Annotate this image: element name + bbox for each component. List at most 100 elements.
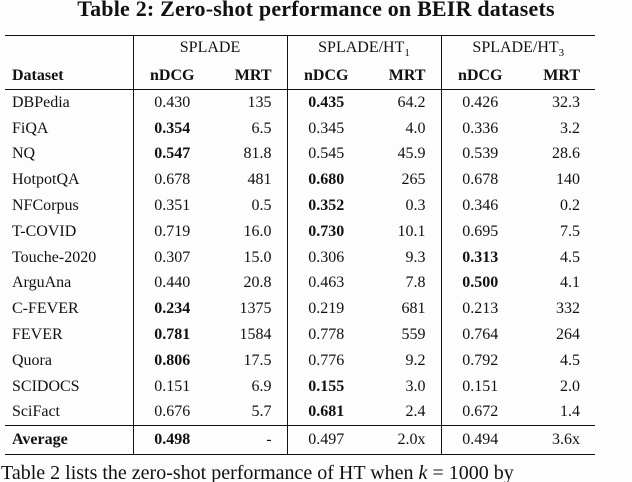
dataset-name-cell: T-COVID [5, 218, 134, 245]
ndcg-column-header: nDCG [287, 62, 366, 90]
ndcg-value-cell: 0.336 [462, 119, 499, 137]
ndcg-value-cell: 0.776 [308, 351, 345, 369]
mrt-value-cell: 45.9 [365, 141, 442, 168]
ndcg-value-cell: 0.213 [462, 300, 499, 318]
dataset-name-cell: Average [5, 425, 134, 456]
ndcg-value-cell: 0.498 [133, 425, 211, 456]
ndcg-value-cell: 0.500 [462, 274, 499, 292]
ndcg-value-cell: 0.151 [462, 377, 499, 395]
dataset-name-cell: ArguAna [5, 270, 134, 297]
mrt-value-cell: 17.5 [211, 347, 288, 374]
ndcg-value-cell: 0.545 [308, 145, 345, 163]
table-row: HotpotQA 0.678 481 0.680 265 0.678 140 [5, 167, 595, 194]
table-row: SCIDOCS 0.151 6.9 0.155 3.0 0.151 2.0 [5, 373, 595, 400]
caption-text: Table 2 lists the zero-shot performance … [1, 459, 514, 482]
mrt-value-cell: 3.2 [560, 119, 581, 137]
mrt-value-cell: 1.4 [560, 403, 581, 421]
ndcg-value-cell: 0.155 [308, 377, 345, 395]
mrt-value-cell: 3.0 [365, 373, 442, 400]
column-header-row: Dataset nDCG MRT nDCG MRT nDCG MRT [5, 62, 596, 90]
mrt-value-cell: 9.2 [365, 347, 442, 374]
mrt-value-cell: 0.3 [365, 193, 442, 219]
mrt-value-cell: 332 [556, 300, 581, 318]
mrt-value-cell: 559 [365, 322, 442, 348]
ndcg-value-cell: 0.778 [308, 326, 345, 344]
ndcg-value-cell: 0.463 [308, 274, 345, 292]
table-row: Quora 0.806 17.5 0.776 9.2 0.792 4.5 [5, 347, 595, 374]
mrt-value-cell: 3.6x [519, 425, 596, 456]
mrt-value-cell: 1584 [211, 322, 288, 348]
mrt-value-cell: 1375 [211, 296, 288, 323]
group-label: SPLADE/HT [472, 38, 559, 56]
ndcg-column-header: nDCG [133, 62, 211, 90]
ndcg-value-cell: 0.695 [462, 222, 499, 240]
dataset-name-cell: SciFact [5, 399, 134, 426]
mrt-value-cell: 5.7 [211, 399, 288, 426]
group-header-splade: SPLADE [133, 35, 288, 62]
table-row: FiQA 0.354 6.5 0.345 4.0 0.336 3.2 [5, 115, 595, 142]
mrt-value-cell: 4.5 [560, 248, 581, 266]
ndcg-value-cell: 0.151 [154, 377, 191, 395]
mrt-value-cell: 2.0x [365, 425, 442, 456]
ndcg-value-cell: 0.435 [308, 93, 345, 111]
ndcg-value-cell: 0.351 [154, 197, 191, 215]
mrt-value-cell: 2.0 [560, 377, 581, 395]
ndcg-value-cell: 0.781 [154, 326, 191, 344]
mrt-value-cell: 264 [556, 326, 581, 344]
dataset-name-cell: NQ [5, 141, 134, 168]
ndcg-value-cell: 0.346 [462, 197, 499, 215]
mrt-value-cell: - [211, 425, 288, 456]
table-title: Table 2: Zero-shot performance on BEIR d… [77, 0, 555, 21]
mrt-value-cell: 0.2 [560, 197, 581, 215]
ndcg-value-cell: 0.764 [462, 326, 499, 344]
group-header-splade-ht1: SPLADE/HT1 [287, 35, 442, 62]
mrt-value-cell: 135 [211, 89, 288, 116]
ndcg-value-cell: 0.234 [154, 300, 191, 318]
ndcg-value-cell: 0.806 [154, 351, 191, 369]
ndcg-value-cell: 0.680 [308, 171, 345, 189]
ndcg-value-cell: 0.539 [462, 145, 499, 163]
group-header-row: SPLADE SPLADE/HT1 SPLADE/HT3 [5, 35, 596, 62]
table-row: T-COVID 0.719 16.0 0.730 10.1 0.695 7.5 [5, 218, 595, 245]
mrt-column-header: MRT [211, 62, 288, 90]
mrt-value-cell: 64.2 [365, 89, 442, 116]
mrt-value-cell: 20.8 [211, 270, 288, 297]
mrt-value-cell: 6.5 [211, 115, 288, 142]
ndcg-value-cell: 0.313 [462, 248, 499, 266]
ndcg-value-cell: 0.719 [154, 222, 191, 240]
ndcg-value-cell: 0.678 [154, 171, 191, 189]
mrt-value-cell: 4.0 [365, 115, 442, 142]
mrt-value-cell: 6.9 [211, 373, 288, 400]
table-row: DBPedia 0.430 135 0.435 64.2 0.426 32.3 [5, 89, 595, 116]
dataset-name-cell: NFCorpus [5, 193, 134, 219]
group-label: SPLADE/HT [318, 38, 405, 56]
caption-after: = 1000 by [427, 462, 514, 482]
mrt-value-cell: 16.0 [211, 218, 288, 245]
mrt-value-cell: 140 [556, 171, 581, 189]
ndcg-value-cell: 0.306 [308, 248, 345, 266]
mrt-value-cell: 15.0 [211, 244, 288, 271]
ndcg-value-cell: 0.345 [308, 119, 345, 137]
dataset-name-cell: Touche-2020 [5, 244, 134, 271]
ndcg-value-cell: 0.352 [308, 197, 345, 215]
dataset-name-cell: HotpotQA [5, 167, 134, 194]
ndcg-value-cell: 0.426 [462, 93, 499, 111]
ndcg-value-cell: 0.497 [287, 425, 366, 456]
ndcg-value-cell: 0.354 [154, 119, 191, 137]
beir-results-table: SPLADE SPLADE/HT1 SPLADE/HT3 Dataset nDC… [5, 35, 596, 456]
mrt-value-cell: 4.1 [560, 274, 581, 292]
ndcg-value-cell: 0.681 [308, 403, 345, 421]
mrt-value-cell: 481 [211, 167, 288, 194]
ndcg-value-cell: 0.440 [154, 274, 191, 292]
dataset-name-cell: Quora [5, 347, 134, 374]
mrt-value-cell: 81.8 [211, 141, 288, 168]
average-row: Average 0.498-0.497 2.0x 0.494 3.6x [5, 425, 596, 456]
table-row: Touche-2020 0.307 15.0 0.306 9.3 0.313 4.5 [5, 244, 595, 271]
mrt-value-cell: 28.6 [552, 145, 581, 163]
table-body: DBPedia 0.430 135 0.435 64.2 0.426 32.3 FiQA 0.3… [5, 89, 596, 456]
mrt-value-cell: 7.8 [365, 270, 442, 297]
mrt-column-header: MRT [365, 62, 442, 90]
table-row: C-FEVER 0.234 1375 0.219 681 0.213 332 [5, 296, 595, 323]
dataset-name-cell: SCIDOCS [5, 373, 134, 400]
ndcg-value-cell: 0.672 [462, 403, 499, 421]
